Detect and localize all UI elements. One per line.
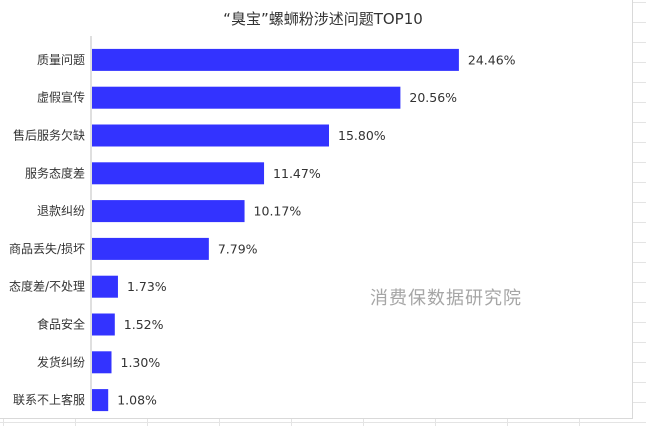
bar[interactable]	[92, 351, 112, 374]
category-label: 态度差/不处理	[9, 279, 85, 294]
category-label: 食品安全	[37, 317, 85, 332]
category-label: 售后服务欠缺	[13, 128, 85, 143]
category-label: 发货纠纷	[37, 354, 85, 369]
value-label: 1.08%	[117, 393, 157, 408]
bar[interactable]	[92, 200, 245, 223]
chart-area[interactable]: “臭宝”螺蛳粉涉述问题TOP10 质量问题 24.46% 虚假宣传 20.56% 售后服…	[0, 0, 633, 419]
value-label: 20.56%	[409, 90, 457, 105]
value-label: 1.52%	[124, 317, 164, 332]
bar[interactable]	[92, 48, 459, 71]
bar[interactable]	[92, 237, 209, 260]
category-label: 虚假宣传	[37, 90, 85, 105]
category-label: 质量问题	[37, 53, 85, 67]
bar[interactable]	[92, 86, 401, 109]
category-label: 商品丢失/损坏	[9, 241, 85, 256]
value-label: 7.79%	[218, 241, 258, 256]
value-label: 10.17%	[254, 204, 302, 219]
category-label: 联系不上客服	[13, 392, 85, 407]
bar[interactable]	[92, 124, 329, 147]
value-label: 15.80%	[338, 128, 386, 143]
bar[interactable]	[92, 313, 115, 336]
category-label: 退款纠纷	[37, 204, 85, 218]
bar[interactable]	[92, 162, 265, 185]
bar[interactable]	[92, 275, 118, 298]
value-label: 11.47%	[273, 166, 321, 181]
bar[interactable]	[92, 389, 109, 412]
category-label: 服务态度差	[25, 165, 85, 180]
chart-title: “臭宝”螺蛳粉涉述问题TOP10	[223, 10, 423, 28]
watermark-text: 消费保数据研究院	[370, 288, 522, 309]
value-label: 1.30%	[121, 355, 161, 370]
value-label: 24.46%	[468, 52, 516, 67]
value-label: 1.73%	[127, 279, 167, 294]
bar-chart-plot: 质量问题 24.46% 虚假宣传 20.56% 售后服务欠缺 15.80% 服务态度差 11.…	[9, 36, 516, 412]
